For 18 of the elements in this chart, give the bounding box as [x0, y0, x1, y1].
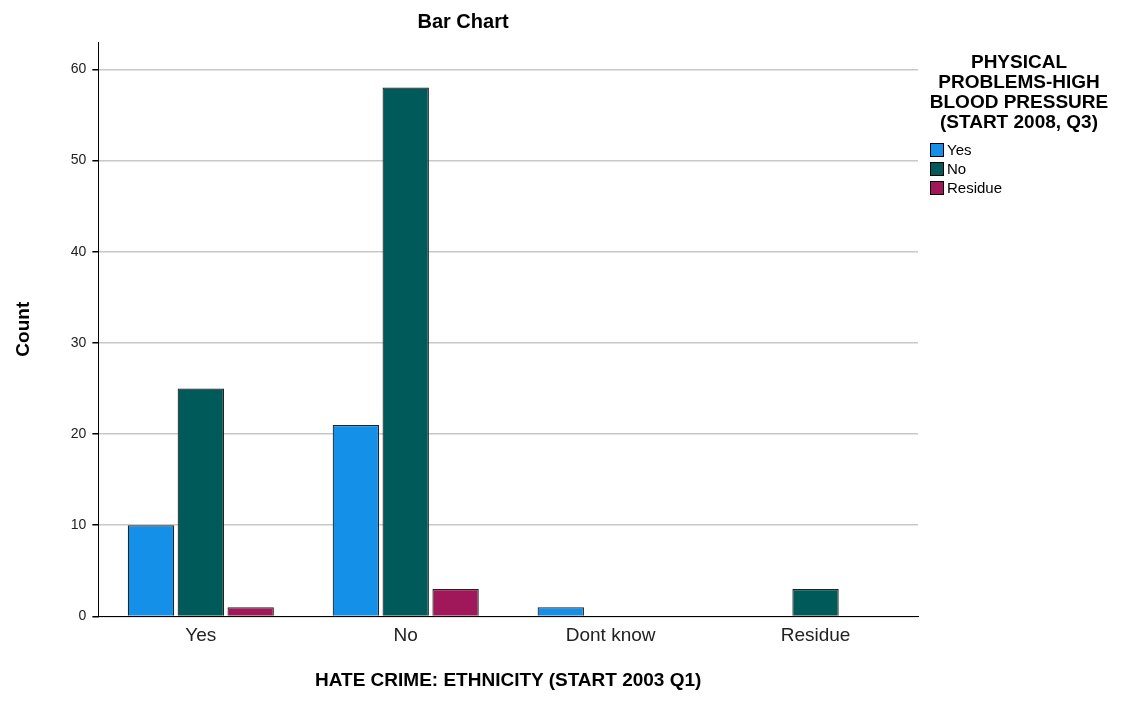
y-tick-label: 0	[78, 607, 87, 624]
y-tick-label: 50	[70, 151, 87, 168]
legend-title: PHYSICAL PROBLEMS-HIGH BLOOD PRESSURE (START 2008, Q3)	[928, 51, 1110, 132]
legend-label: Residue	[947, 179, 1003, 196]
legend-label: Yes	[947, 141, 972, 158]
y-tick-label: 10	[70, 516, 87, 533]
x-axis-title: HATE CRIME: ETHNICITY (START 2003 Q1)	[315, 668, 702, 690]
y-tick-label: 60	[70, 60, 87, 77]
y-tick-label: 20	[70, 424, 87, 441]
x-tick-label: Yes	[185, 624, 217, 646]
y-tick-label: 40	[70, 242, 87, 259]
chart-title: Bar Chart	[417, 9, 509, 32]
x-tick-label: Dont know	[565, 624, 656, 646]
x-tick-label: No	[393, 624, 418, 646]
x-tick-label: Residue	[780, 624, 851, 646]
legend-label: No	[947, 160, 967, 177]
y-axis-title: Count	[11, 301, 33, 357]
y-tick-label: 30	[70, 333, 87, 350]
